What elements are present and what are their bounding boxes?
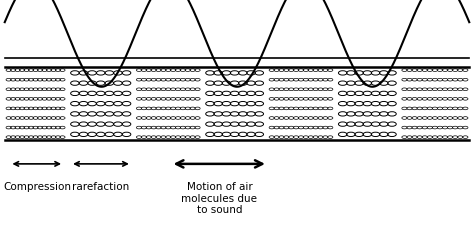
Text: Compression: Compression — [3, 182, 71, 192]
Text: Motion of air
molecules due
to sound: Motion of air molecules due to sound — [182, 182, 257, 215]
Text: rarefaction: rarefaction — [73, 182, 129, 192]
